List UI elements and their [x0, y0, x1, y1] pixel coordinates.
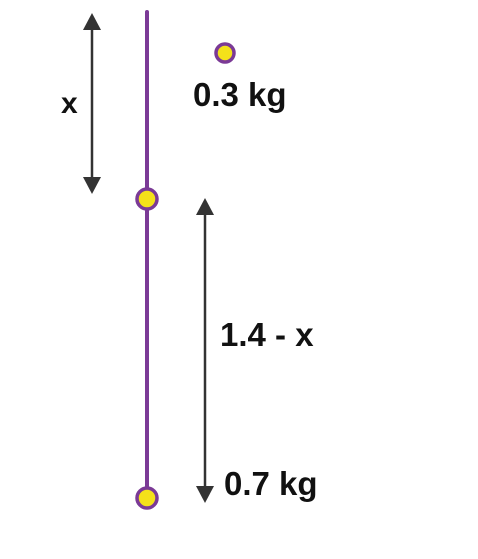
upper-mass-label: 0.3 kg	[193, 76, 287, 113]
mass-bead-upper	[135, 187, 159, 211]
upper-length-label: x	[61, 87, 78, 120]
upper-length-arrow	[83, 13, 101, 194]
mass-0.3kg-marker	[214, 42, 236, 64]
mass-bead-lower	[135, 486, 159, 510]
lower-length-label: 1.4 - x	[220, 316, 314, 353]
lower-length-arrow	[196, 198, 214, 503]
lower-mass-label: 0.7 kg	[224, 465, 318, 502]
